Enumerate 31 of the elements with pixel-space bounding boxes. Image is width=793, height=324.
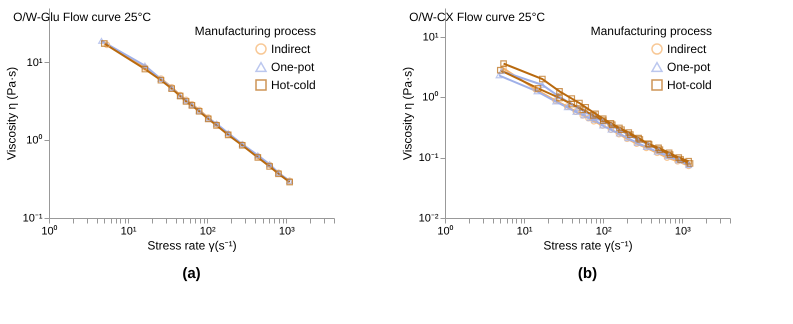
legend-label: One-pot xyxy=(271,60,316,74)
legend-label: One-pot xyxy=(667,60,712,74)
legend-label: Indirect xyxy=(271,42,312,56)
x-tick-label: 10⁰ xyxy=(437,224,454,238)
x-tick-label: 10³ xyxy=(674,226,692,238)
x-tick-label: 10¹ xyxy=(120,226,137,238)
y-tick-label: 10⁻¹ xyxy=(418,152,439,164)
text: (a) xyxy=(182,265,201,282)
x-tick-label: 10¹ xyxy=(516,226,533,238)
legend-label: Hot-cold xyxy=(271,78,316,92)
y-axis-title: Viscosity η (Pa·s) xyxy=(400,66,415,160)
y-tick-label: 10¹ xyxy=(26,56,43,69)
x-tick-label: 10⁰ xyxy=(41,224,58,238)
y-tick-label: 10⁰ xyxy=(422,90,438,104)
text: (b) xyxy=(578,265,598,282)
x-axis-title: Stress rate γ(s⁻¹) xyxy=(147,238,237,252)
x-tick-label: 10² xyxy=(200,226,216,238)
legend-label: Indirect xyxy=(667,42,708,56)
y-tick-label: 10⁻² xyxy=(418,212,439,224)
chart-title: O/W-Glu Flow curve 25°C xyxy=(13,10,152,24)
y-axis-title: Viscosity η (Pa·s) xyxy=(4,66,19,160)
legend-title: Manufacturing process xyxy=(590,24,712,38)
legend-label: Hot-cold xyxy=(667,78,712,92)
chart-title: O/W-CX Flow curve 25°C xyxy=(409,10,546,24)
y-tick-label: 10⁻¹ xyxy=(22,212,43,224)
x-axis-title: Stress rate γ(s⁻¹) xyxy=(543,238,633,252)
x-tick-label: 10² xyxy=(596,226,612,238)
x-tick-label: 10³ xyxy=(278,226,296,238)
y-tick-label: 10¹ xyxy=(422,31,439,44)
legend-title: Manufacturing process xyxy=(194,24,316,38)
y-tick-label: 10⁰ xyxy=(26,134,42,147)
